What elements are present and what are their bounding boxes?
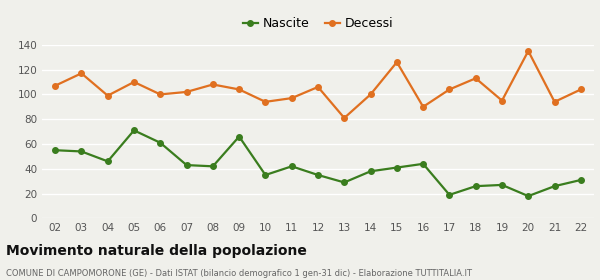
- Nascite: [209, 165, 217, 168]
- Decessi: [52, 84, 59, 87]
- Decessi: [314, 85, 322, 89]
- Decessi: [130, 80, 137, 84]
- Decessi: [551, 100, 558, 104]
- Nascite: [288, 165, 295, 168]
- Nascite: [52, 148, 59, 152]
- Nascite: [236, 135, 243, 138]
- Decessi: [341, 116, 348, 120]
- Nascite: [262, 173, 269, 177]
- Nascite: [104, 160, 112, 163]
- Nascite: [367, 170, 374, 173]
- Nascite: [524, 194, 532, 198]
- Text: Movimento naturale della popolazione: Movimento naturale della popolazione: [6, 244, 307, 258]
- Nascite: [472, 185, 479, 188]
- Decessi: [236, 88, 243, 91]
- Nascite: [551, 185, 558, 188]
- Decessi: [367, 93, 374, 96]
- Decessi: [78, 72, 85, 75]
- Nascite: [446, 193, 453, 197]
- Nascite: [419, 162, 427, 165]
- Nascite: [314, 173, 322, 177]
- Nascite: [577, 178, 584, 182]
- Decessi: [288, 96, 295, 100]
- Decessi: [157, 93, 164, 96]
- Nascite: [130, 129, 137, 132]
- Nascite: [393, 166, 400, 169]
- Line: Decessi: Decessi: [52, 48, 584, 121]
- Decessi: [183, 90, 190, 94]
- Decessi: [104, 94, 112, 97]
- Decessi: [419, 105, 427, 108]
- Line: Nascite: Nascite: [52, 128, 584, 199]
- Nascite: [157, 141, 164, 144]
- Decessi: [499, 99, 506, 102]
- Decessi: [262, 100, 269, 104]
- Nascite: [183, 164, 190, 167]
- Decessi: [209, 83, 217, 86]
- Decessi: [393, 60, 400, 64]
- Nascite: [499, 183, 506, 186]
- Legend: Nascite, Decessi: Nascite, Decessi: [238, 12, 398, 35]
- Decessi: [524, 49, 532, 53]
- Decessi: [446, 88, 453, 91]
- Decessi: [577, 88, 584, 91]
- Text: COMUNE DI CAMPOMORONE (GE) - Dati ISTAT (bilancio demografico 1 gen-31 dic) - El: COMUNE DI CAMPOMORONE (GE) - Dati ISTAT …: [6, 269, 472, 278]
- Decessi: [472, 77, 479, 80]
- Nascite: [341, 181, 348, 184]
- Nascite: [78, 150, 85, 153]
